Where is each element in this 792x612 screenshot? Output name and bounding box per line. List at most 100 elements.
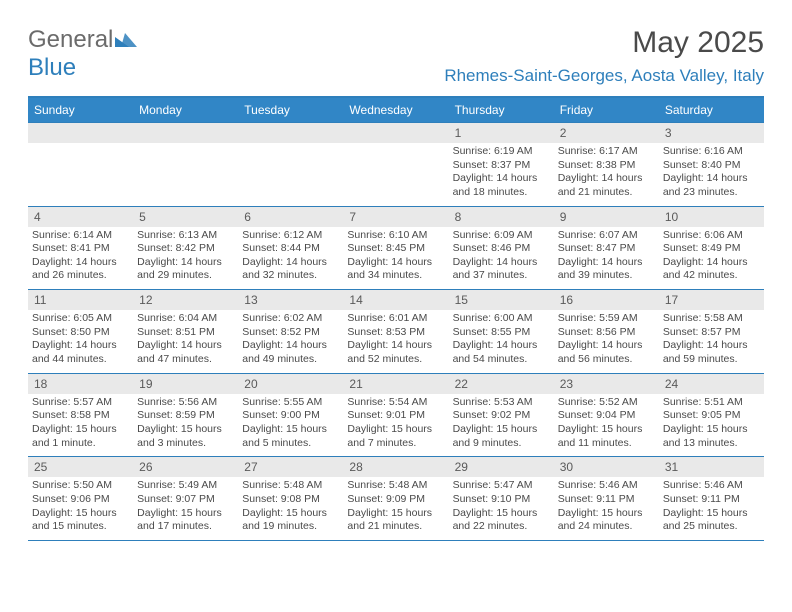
day-content-row: Sunrise: 6:14 AMSunset: 8:41 PMDaylight:… bbox=[28, 227, 764, 290]
day-number: 3 bbox=[659, 123, 764, 143]
day-cell bbox=[343, 143, 448, 206]
day-number: 15 bbox=[449, 290, 554, 310]
sunrise-text: Sunrise: 5:46 AM bbox=[558, 479, 653, 493]
day-cell: Sunrise: 6:05 AMSunset: 8:50 PMDaylight:… bbox=[28, 310, 133, 373]
sunset-text: Sunset: 8:38 PM bbox=[558, 159, 653, 173]
sunset-text: Sunset: 9:07 PM bbox=[137, 493, 232, 507]
day-cell: Sunrise: 6:06 AMSunset: 8:49 PMDaylight:… bbox=[659, 227, 764, 290]
daylight-text: Daylight: 14 hours and 47 minutes. bbox=[137, 339, 232, 366]
day-number: 5 bbox=[133, 207, 238, 227]
day-number: 11 bbox=[28, 290, 133, 310]
day-cell: Sunrise: 5:48 AMSunset: 9:09 PMDaylight:… bbox=[343, 477, 448, 540]
sunset-text: Sunset: 9:02 PM bbox=[453, 409, 548, 423]
day-cell: Sunrise: 5:50 AMSunset: 9:06 PMDaylight:… bbox=[28, 477, 133, 540]
daylight-text: Daylight: 15 hours and 1 minute. bbox=[32, 423, 127, 450]
sunset-text: Sunset: 8:41 PM bbox=[32, 242, 127, 256]
daylight-text: Daylight: 15 hours and 11 minutes. bbox=[558, 423, 653, 450]
calendar: Sunday Monday Tuesday Wednesday Thursday… bbox=[28, 96, 764, 541]
day-number: 27 bbox=[238, 457, 343, 477]
sunset-text: Sunset: 9:00 PM bbox=[242, 409, 337, 423]
day-number-row: 25262728293031 bbox=[28, 457, 764, 477]
day-number: 1 bbox=[449, 123, 554, 143]
logo-text: GeneralBlue bbox=[28, 26, 137, 82]
daylight-text: Daylight: 15 hours and 3 minutes. bbox=[137, 423, 232, 450]
daylight-text: Daylight: 14 hours and 49 minutes. bbox=[242, 339, 337, 366]
logo-text-blue: Blue bbox=[28, 54, 76, 81]
day-number: 24 bbox=[659, 374, 764, 394]
sunrise-text: Sunrise: 6:19 AM bbox=[453, 145, 548, 159]
day-number-row: 18192021222324 bbox=[28, 374, 764, 394]
day-number: 30 bbox=[554, 457, 659, 477]
day-number: 26 bbox=[133, 457, 238, 477]
day-cell: Sunrise: 5:59 AMSunset: 8:56 PMDaylight:… bbox=[554, 310, 659, 373]
day-number: 21 bbox=[343, 374, 448, 394]
sunrise-text: Sunrise: 6:09 AM bbox=[453, 229, 548, 243]
daylight-text: Daylight: 14 hours and 44 minutes. bbox=[32, 339, 127, 366]
sunset-text: Sunset: 9:01 PM bbox=[347, 409, 442, 423]
daylight-text: Daylight: 15 hours and 13 minutes. bbox=[663, 423, 758, 450]
day-number: 28 bbox=[343, 457, 448, 477]
daylight-text: Daylight: 14 hours and 56 minutes. bbox=[558, 339, 653, 366]
day-number: 6 bbox=[238, 207, 343, 227]
dow-cell: Friday bbox=[554, 98, 659, 122]
day-number-row: 45678910 bbox=[28, 207, 764, 227]
day-number: 22 bbox=[449, 374, 554, 394]
day-number: 31 bbox=[659, 457, 764, 477]
daylight-text: Daylight: 15 hours and 7 minutes. bbox=[347, 423, 442, 450]
day-number: 29 bbox=[449, 457, 554, 477]
day-number-row: 11121314151617 bbox=[28, 290, 764, 310]
day-number: 10 bbox=[659, 207, 764, 227]
daylight-text: Daylight: 15 hours and 5 minutes. bbox=[242, 423, 337, 450]
sunrise-text: Sunrise: 6:12 AM bbox=[242, 229, 337, 243]
daylight-text: Daylight: 15 hours and 25 minutes. bbox=[663, 507, 758, 534]
dow-cell: Sunday bbox=[28, 98, 133, 122]
sunrise-text: Sunrise: 6:10 AM bbox=[347, 229, 442, 243]
sunrise-text: Sunrise: 5:50 AM bbox=[32, 479, 127, 493]
day-number-row: 123 bbox=[28, 123, 764, 143]
sunset-text: Sunset: 8:59 PM bbox=[137, 409, 232, 423]
sunrise-text: Sunrise: 6:01 AM bbox=[347, 312, 442, 326]
day-content-row: Sunrise: 5:57 AMSunset: 8:58 PMDaylight:… bbox=[28, 394, 764, 457]
day-cell bbox=[238, 143, 343, 206]
day-cell: Sunrise: 6:07 AMSunset: 8:47 PMDaylight:… bbox=[554, 227, 659, 290]
day-cell: Sunrise: 6:14 AMSunset: 8:41 PMDaylight:… bbox=[28, 227, 133, 290]
daylight-text: Daylight: 14 hours and 54 minutes. bbox=[453, 339, 548, 366]
sunrise-text: Sunrise: 5:52 AM bbox=[558, 396, 653, 410]
day-number: 16 bbox=[554, 290, 659, 310]
title-block: May 2025 Rhemes-Saint-Georges, Aosta Val… bbox=[444, 26, 764, 86]
day-number: 14 bbox=[343, 290, 448, 310]
day-cell: Sunrise: 5:56 AMSunset: 8:59 PMDaylight:… bbox=[133, 394, 238, 457]
day-number: 13 bbox=[238, 290, 343, 310]
day-cell: Sunrise: 6:17 AMSunset: 8:38 PMDaylight:… bbox=[554, 143, 659, 206]
sunset-text: Sunset: 8:45 PM bbox=[347, 242, 442, 256]
sunset-text: Sunset: 9:06 PM bbox=[32, 493, 127, 507]
sunset-text: Sunset: 9:04 PM bbox=[558, 409, 653, 423]
sunrise-text: Sunrise: 5:58 AM bbox=[663, 312, 758, 326]
sunrise-text: Sunrise: 6:06 AM bbox=[663, 229, 758, 243]
sunrise-text: Sunrise: 5:49 AM bbox=[137, 479, 232, 493]
dow-cell: Thursday bbox=[449, 98, 554, 122]
sunset-text: Sunset: 9:09 PM bbox=[347, 493, 442, 507]
sunset-text: Sunset: 9:11 PM bbox=[558, 493, 653, 507]
day-cell: Sunrise: 5:47 AMSunset: 9:10 PMDaylight:… bbox=[449, 477, 554, 540]
daylight-text: Daylight: 14 hours and 39 minutes. bbox=[558, 256, 653, 283]
page: GeneralBlue May 2025 Rhemes-Saint-George… bbox=[0, 0, 792, 561]
month-title: May 2025 bbox=[444, 26, 764, 60]
day-cell: Sunrise: 6:12 AMSunset: 8:44 PMDaylight:… bbox=[238, 227, 343, 290]
sunrise-text: Sunrise: 6:16 AM bbox=[663, 145, 758, 159]
logo: GeneralBlue bbox=[28, 26, 137, 82]
day-cell bbox=[28, 143, 133, 206]
daylight-text: Daylight: 15 hours and 19 minutes. bbox=[242, 507, 337, 534]
sunset-text: Sunset: 9:10 PM bbox=[453, 493, 548, 507]
day-cell: Sunrise: 6:13 AMSunset: 8:42 PMDaylight:… bbox=[133, 227, 238, 290]
day-number: 20 bbox=[238, 374, 343, 394]
day-number: 8 bbox=[449, 207, 554, 227]
day-cell: Sunrise: 5:46 AMSunset: 9:11 PMDaylight:… bbox=[659, 477, 764, 540]
day-number bbox=[28, 123, 133, 143]
day-content-row: Sunrise: 6:19 AMSunset: 8:37 PMDaylight:… bbox=[28, 143, 764, 206]
daylight-text: Daylight: 15 hours and 9 minutes. bbox=[453, 423, 548, 450]
daylight-text: Daylight: 15 hours and 17 minutes. bbox=[137, 507, 232, 534]
day-cell: Sunrise: 6:04 AMSunset: 8:51 PMDaylight:… bbox=[133, 310, 238, 373]
daylight-text: Daylight: 14 hours and 59 minutes. bbox=[663, 339, 758, 366]
sunrise-text: Sunrise: 5:55 AM bbox=[242, 396, 337, 410]
